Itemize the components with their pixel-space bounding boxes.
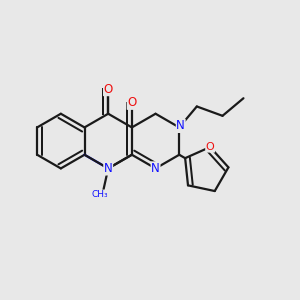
Text: CH₃: CH₃ bbox=[92, 190, 108, 199]
Text: N: N bbox=[151, 162, 160, 175]
Text: N: N bbox=[104, 162, 112, 175]
Text: O: O bbox=[103, 82, 113, 96]
Text: O: O bbox=[206, 142, 214, 152]
Text: N: N bbox=[176, 119, 185, 132]
Text: O: O bbox=[127, 96, 136, 109]
